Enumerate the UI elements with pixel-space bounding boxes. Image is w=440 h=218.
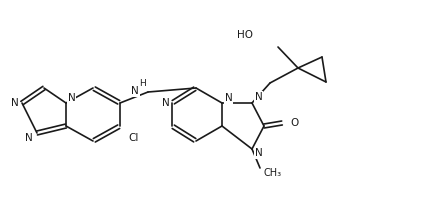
Text: HO: HO <box>237 30 253 40</box>
Text: N: N <box>225 93 233 103</box>
Text: O: O <box>290 118 298 128</box>
Text: CH₃: CH₃ <box>263 168 281 178</box>
Text: N: N <box>255 148 263 158</box>
Text: N: N <box>25 133 33 143</box>
Text: N: N <box>255 92 263 102</box>
Text: N: N <box>11 98 19 108</box>
Text: N: N <box>68 93 76 103</box>
Text: Cl: Cl <box>128 133 138 143</box>
Text: N: N <box>162 98 170 108</box>
Text: H: H <box>139 78 147 87</box>
Text: N: N <box>131 86 139 96</box>
